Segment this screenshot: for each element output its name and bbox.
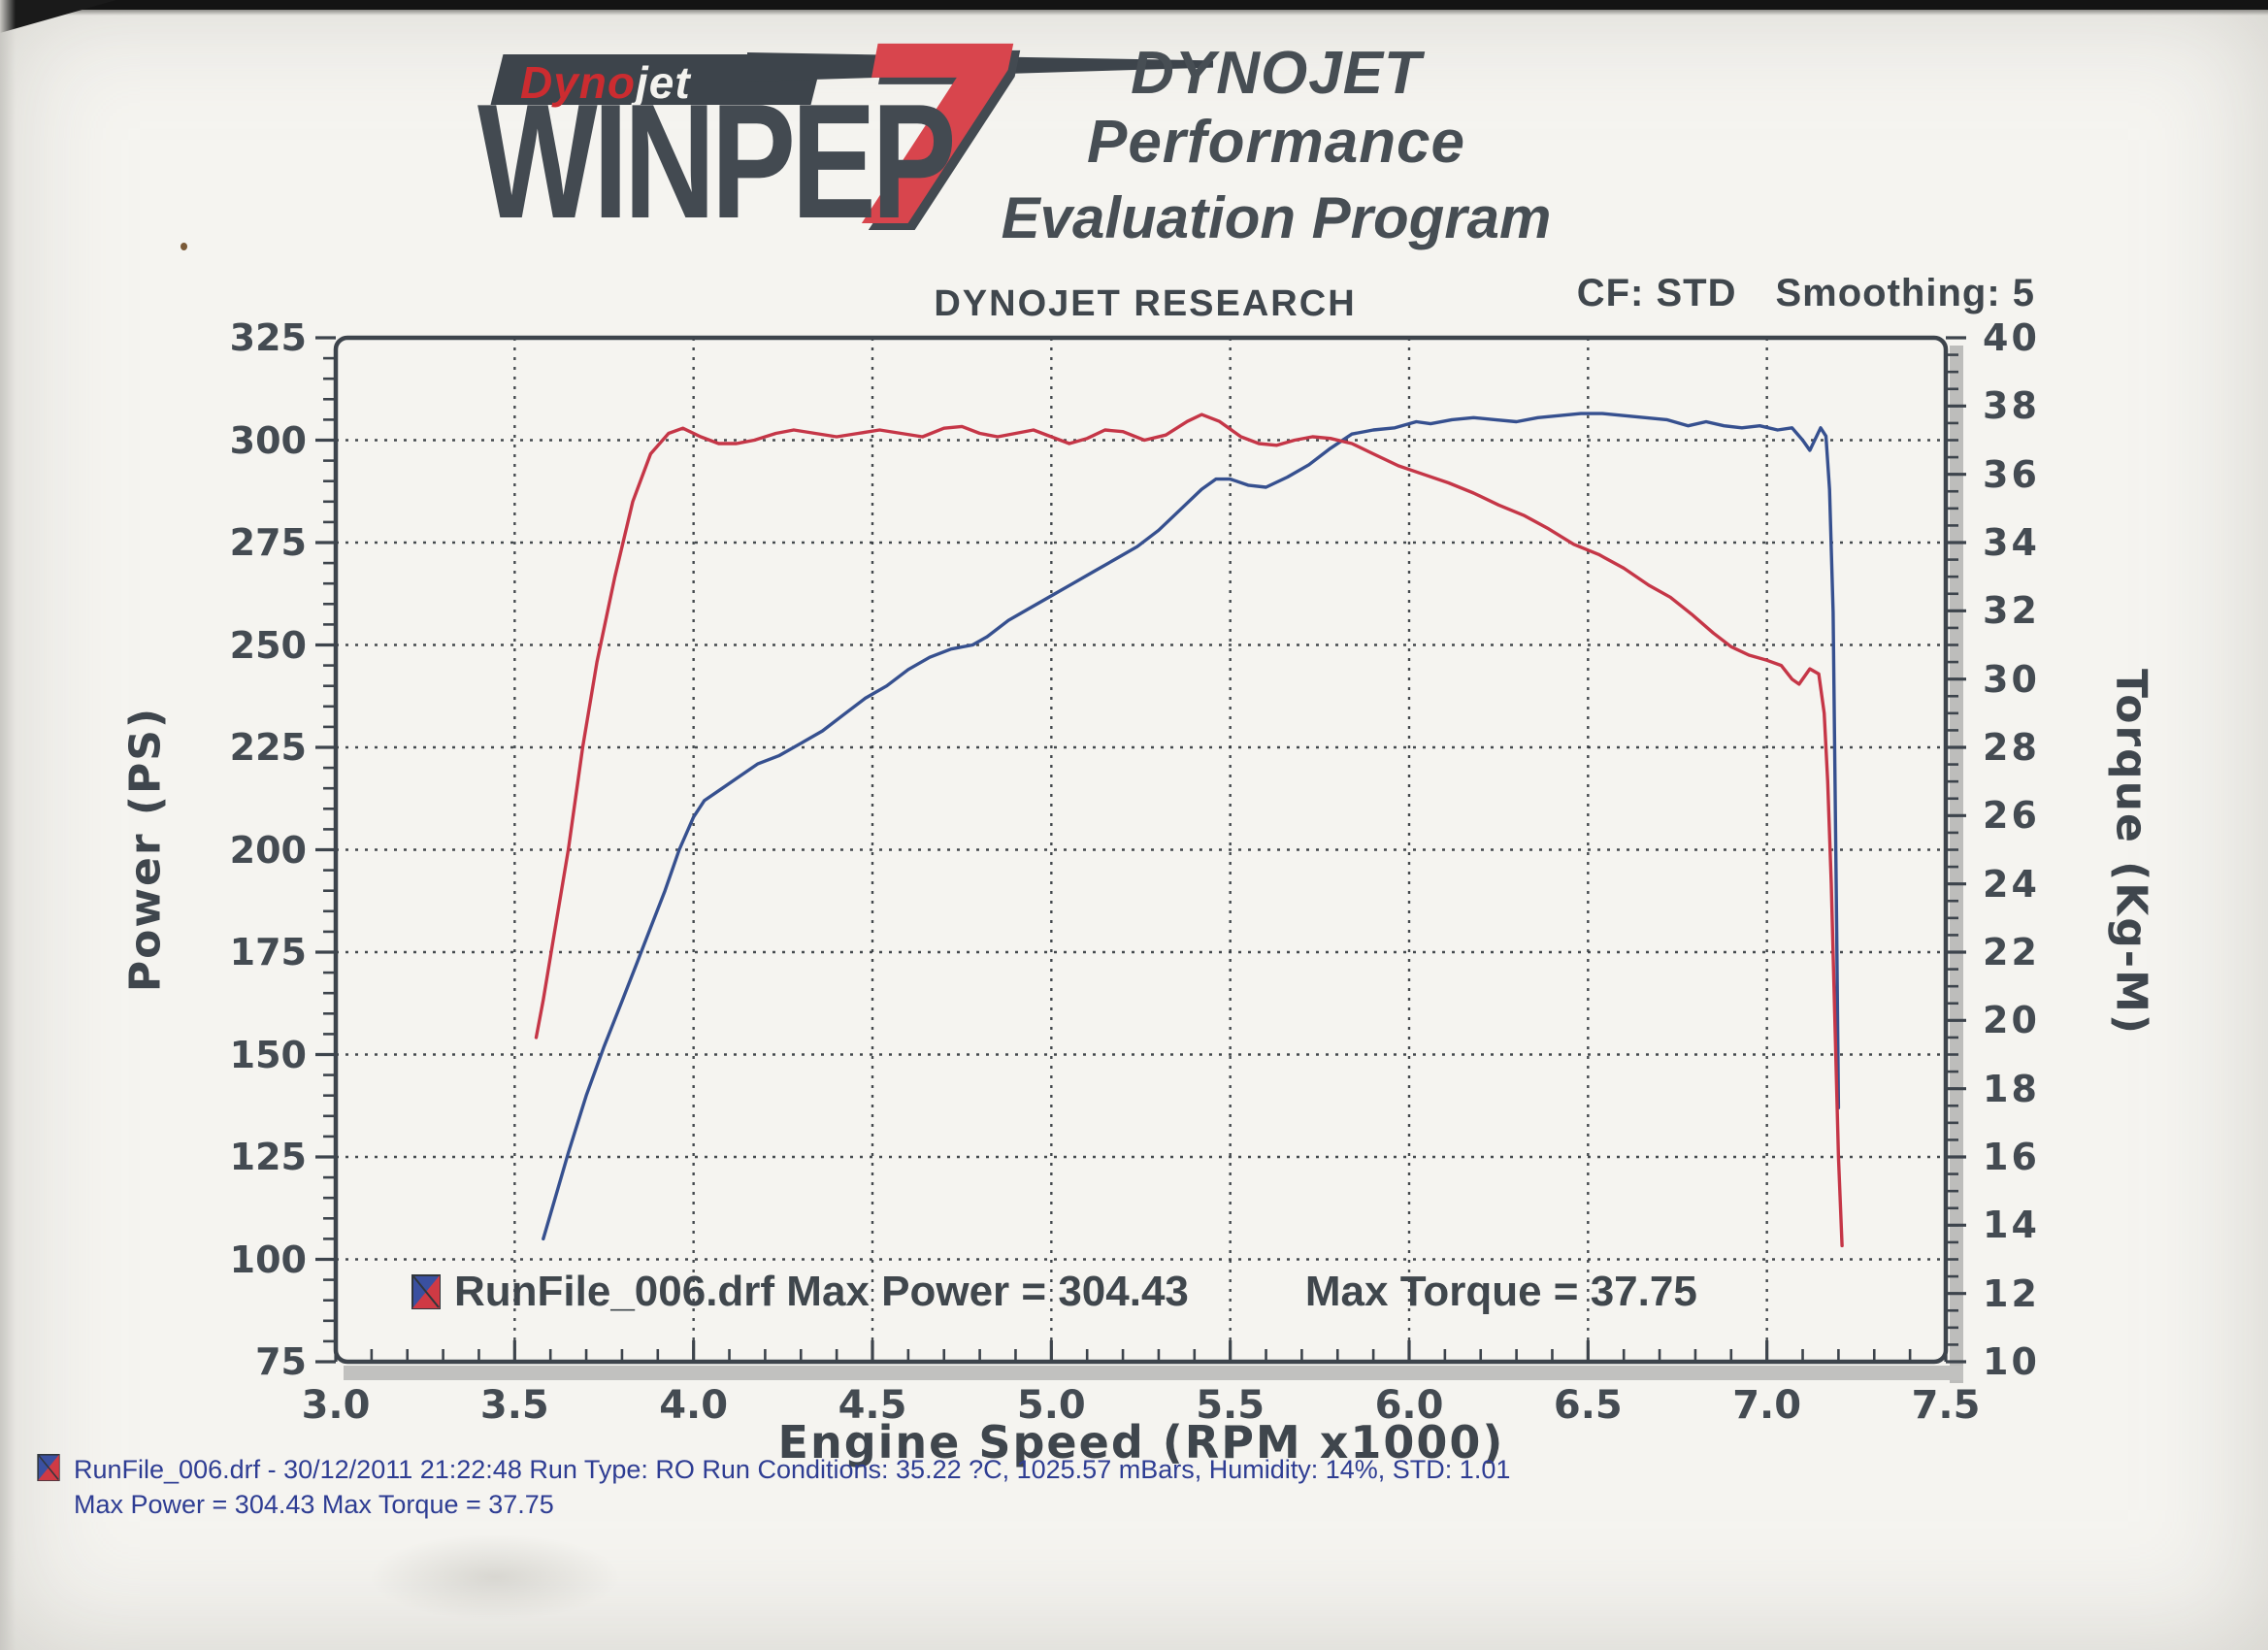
power-tick-label: 75 bbox=[255, 1340, 307, 1383]
run-info-line1: RunFile_006.drf - 30/12/2011 21:22:48 Ru… bbox=[74, 1455, 1511, 1484]
power-tick-label: 250 bbox=[229, 623, 307, 667]
power-tick-label: 175 bbox=[229, 931, 307, 974]
rpm-tick-label: 5.0 bbox=[1016, 1383, 1086, 1428]
run-info-line2: Max Power = 304.43 Max Torque = 37.75 bbox=[74, 1490, 554, 1519]
torque-tick-label: 14 bbox=[1983, 1204, 2040, 1247]
winpep-version-numeral: 7 bbox=[842, 0, 1014, 281]
rpm-tick-label: 4.0 bbox=[659, 1383, 729, 1428]
chart-title: DYNOJET RESEARCH bbox=[934, 283, 1357, 324]
legend-maxtorque: Max Torque = 37.75 bbox=[1304, 1268, 1697, 1315]
rpm-tick-label: 7.0 bbox=[1732, 1383, 1802, 1428]
legend-file-maxpower: RunFile_006.drf Max Power = 304.43 bbox=[454, 1268, 1189, 1315]
torque-tick-label: 36 bbox=[1983, 452, 2040, 496]
rpm-tick-label: 4.5 bbox=[838, 1383, 907, 1428]
torque-tick-label: 16 bbox=[1983, 1136, 2040, 1178]
power-tick-label: 275 bbox=[229, 521, 307, 564]
program-title-line1: DYNOJET Performance bbox=[1086, 40, 1466, 176]
power-tick-label: 225 bbox=[229, 726, 307, 769]
run-swatch-icon-small bbox=[37, 1454, 60, 1481]
power-tick-label: 200 bbox=[229, 828, 307, 872]
torque-tick-label: 20 bbox=[1983, 999, 2040, 1042]
run-legend: RunFile_006.drf Max Power = 304.43 Max T… bbox=[411, 1268, 1697, 1316]
power-tick-label: 125 bbox=[229, 1136, 307, 1178]
torque-tick-label: 34 bbox=[1983, 521, 2040, 564]
rpm-tick-label: 6.5 bbox=[1553, 1383, 1623, 1428]
run-swatch-icon bbox=[411, 1274, 441, 1309]
smoothing-value: Smoothing: 5 bbox=[1775, 272, 2035, 314]
rpm-tick-label: 3.0 bbox=[301, 1383, 371, 1428]
dynojet-wordmark: Dynojet bbox=[520, 56, 691, 109]
dynojet-wordmark-jet: jet bbox=[636, 57, 691, 108]
torque-tick-label: 22 bbox=[1983, 931, 2040, 974]
rpm-tick-label: 5.5 bbox=[1196, 1383, 1265, 1428]
torque-tick-label: 24 bbox=[1983, 862, 2040, 906]
torque-tick-label: 18 bbox=[1983, 1067, 2040, 1110]
dynojet-wordmark-dyno: Dyno bbox=[520, 57, 636, 108]
torque-tick-label: 28 bbox=[1983, 726, 2040, 769]
torque-tick-label: 38 bbox=[1983, 384, 2040, 428]
power-tick-label: 150 bbox=[229, 1033, 307, 1076]
program-title: DYNOJET Performance Evaluation Program bbox=[937, 39, 1616, 251]
correction-smoothing-readout: CF: STD Smoothing: 5 bbox=[1577, 272, 2035, 315]
rpm-tick-label: 6.0 bbox=[1374, 1383, 1444, 1428]
power-tick-label: 100 bbox=[229, 1238, 307, 1281]
rpm-tick-label: 3.5 bbox=[479, 1383, 549, 1428]
torque-tick-label: 10 bbox=[1983, 1340, 2040, 1383]
rpm-tick-label: 7.5 bbox=[1911, 1383, 1981, 1428]
program-title-line2: Evaluation Program bbox=[1001, 185, 1552, 250]
power-tick-label: 300 bbox=[229, 418, 307, 462]
torque-tick-label: 32 bbox=[1983, 589, 2040, 633]
torque-tick-label: 12 bbox=[1983, 1271, 2040, 1315]
correction-factor-value: CF: STD bbox=[1576, 272, 1737, 314]
torque-tick-label: 40 bbox=[1983, 316, 2040, 359]
torque-tick-label: 26 bbox=[1983, 794, 2040, 838]
run-info-lines: RunFile_006.drf - 30/12/2011 21:22:48 Ru… bbox=[74, 1452, 1510, 1522]
torque-tick-label: 30 bbox=[1983, 657, 2040, 701]
power-tick-label: 325 bbox=[229, 316, 307, 359]
winpep-wordmark: WINPEP bbox=[477, 70, 957, 252]
run-info-footer: RunFile_006.drf - 30/12/2011 21:22:48 Ru… bbox=[37, 1452, 1510, 1522]
rpm-axis-title: Engine Speed (RPM x1000) bbox=[777, 1416, 1505, 1468]
